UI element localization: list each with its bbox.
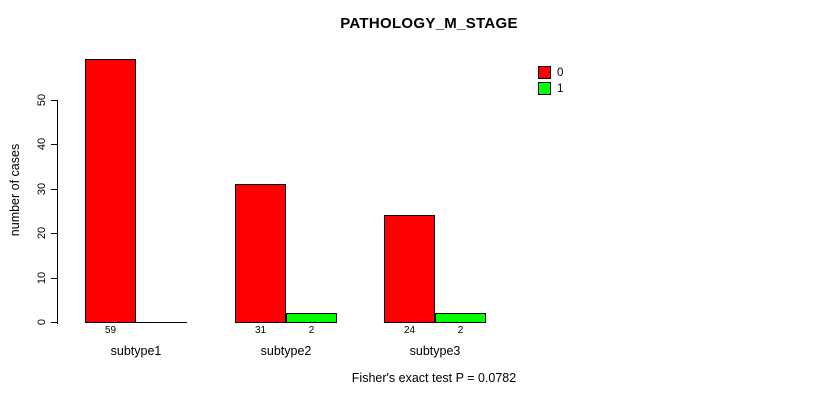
- legend-row-1: 1: [538, 81, 563, 96]
- group-baseline: [85, 322, 187, 323]
- category-label: subtype1: [110, 344, 162, 358]
- bar-value-label: 2: [308, 325, 315, 336]
- y-tick: [51, 100, 57, 101]
- y-tick: [51, 322, 57, 323]
- legend-swatch-1: [538, 82, 551, 95]
- y-tick: [51, 144, 57, 145]
- bar-value-label: 24: [403, 325, 416, 336]
- y-tick-label: 20: [36, 226, 48, 240]
- y-tick: [51, 233, 57, 234]
- y-axis-line: [57, 100, 58, 324]
- stat-test-caption: Fisher's exact test P = 0.0782: [351, 371, 517, 385]
- legend-label: 1: [557, 82, 564, 95]
- category-label: subtype2: [260, 344, 312, 358]
- y-tick: [51, 278, 57, 279]
- category-label: subtype3: [409, 344, 461, 358]
- bar-subtype2-series-0: [235, 184, 286, 323]
- bar-subtype1-series-0: [85, 59, 136, 323]
- bar-value-label: 2: [457, 325, 464, 336]
- y-tick-label: 50: [36, 93, 48, 107]
- y-tick: [51, 189, 57, 190]
- bar-value-label: 31: [254, 325, 267, 336]
- bar-subtype3-series-0: [384, 215, 435, 323]
- legend-swatch-0: [538, 66, 551, 79]
- legend-label: 0: [557, 66, 564, 79]
- bar-value-label: 59: [104, 325, 117, 336]
- chart-title: PATHOLOGY_M_STAGE: [340, 15, 518, 32]
- bar-subtype2-series-1: [286, 313, 337, 323]
- y-tick-label: 40: [36, 137, 48, 151]
- y-tick-label: 30: [36, 182, 48, 196]
- y-tick-label: 10: [36, 271, 48, 285]
- y-tick-label: 0: [36, 318, 48, 326]
- legend-row-0: 0: [538, 65, 563, 80]
- bar-subtype3-series-1: [435, 313, 486, 323]
